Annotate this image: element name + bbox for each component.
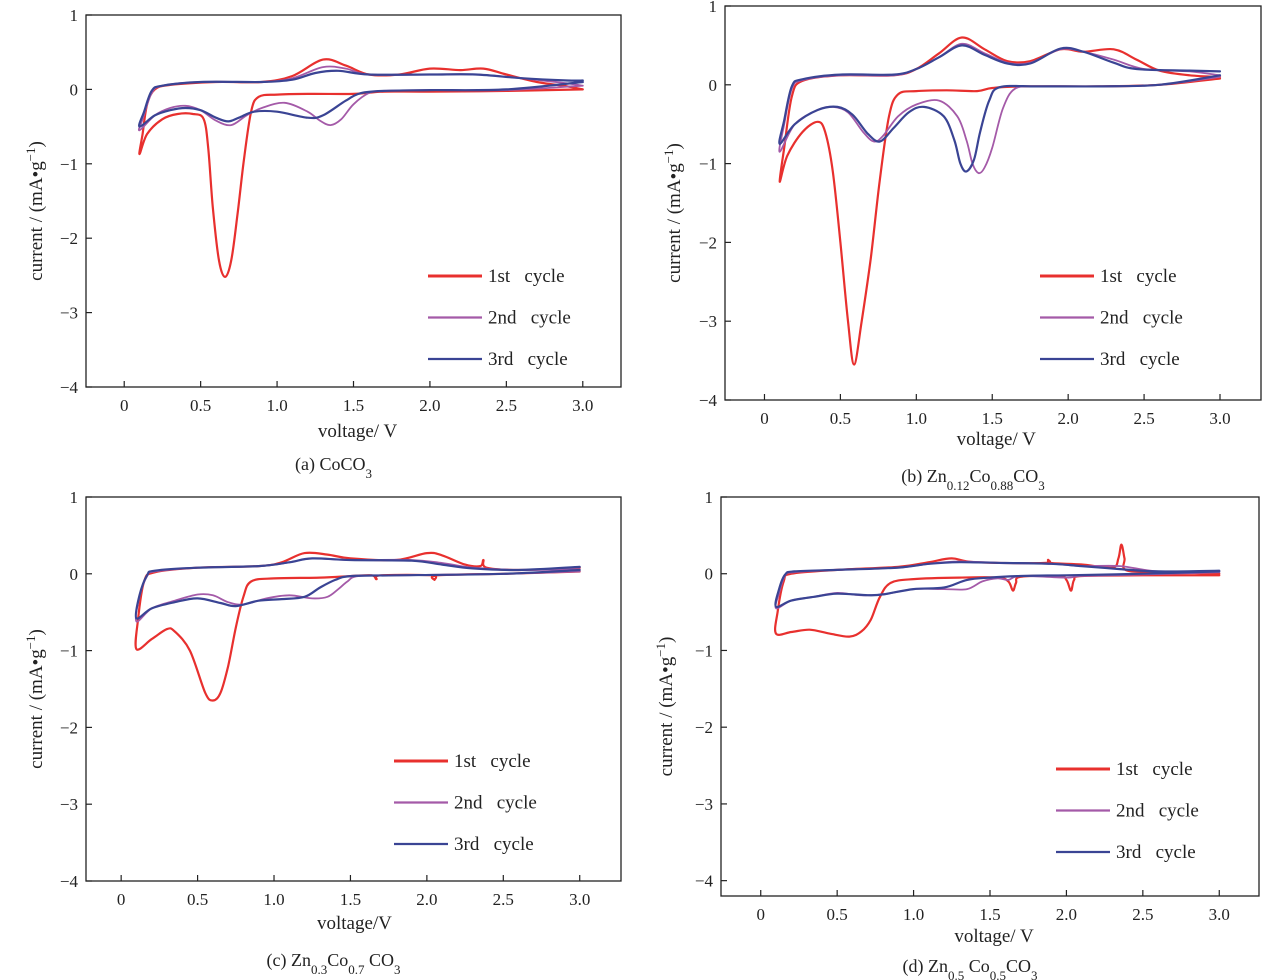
x-tick-label: 0 [120, 396, 129, 415]
panel-caption: (b) Zn0.12Co0.88CO3 [901, 466, 1045, 493]
x-tick-label: 0 [756, 905, 765, 924]
y-tick-label: −4 [60, 872, 79, 891]
legend-label: 2nd cycle [488, 308, 571, 329]
y-tick-label: 0 [70, 80, 79, 99]
legend-label: 2nd cycle [1116, 801, 1199, 822]
legend-label: 3rd cycle [488, 349, 568, 370]
y-tick-label: 0 [70, 565, 79, 584]
y-tick-label: 1 [709, 0, 718, 16]
y-tick-label: 1 [70, 6, 79, 25]
y-tick-label: −4 [60, 378, 79, 397]
y-tick-label: −1 [695, 641, 713, 660]
x-axis-title: voltage/V [317, 913, 392, 934]
x-tick-label: 3.0 [569, 890, 590, 909]
series-line-1 [773, 543, 1221, 638]
x-tick-label: 0 [117, 890, 126, 909]
legend-label: 2nd cycle [1100, 308, 1183, 329]
x-tick-label: 1.0 [263, 890, 284, 909]
y-tick-label: 0 [709, 76, 718, 95]
x-tick-label: 2.0 [416, 890, 437, 909]
legend-label: 3rd cycle [1116, 842, 1196, 863]
y-axis-title: current / (mA•g−1) [23, 629, 48, 769]
x-tick-label: 2.5 [1132, 905, 1153, 924]
series-line-3 [137, 69, 584, 128]
y-tick-label: −2 [699, 233, 717, 252]
series-line-3 [774, 561, 1221, 609]
series-line-2 [137, 65, 584, 132]
y-axis-title: current / (mA•g−1) [23, 141, 48, 281]
x-tick-label: 1.5 [982, 409, 1003, 428]
panel-caption: (c) Zn0.3Co0.7 CO3 [266, 950, 400, 977]
x-tick-label: 2.0 [1056, 905, 1077, 924]
series-line-3 [778, 44, 1222, 173]
x-tick-label: 1.0 [903, 905, 924, 924]
x-tick-label: 3.0 [1209, 905, 1230, 924]
x-axis-title: voltage/ V [954, 926, 1034, 947]
y-tick-label: −4 [699, 391, 718, 410]
x-tick-label: 0.5 [830, 409, 851, 428]
panel-caption: (d) Zn0.5 Co0.5CO3 [902, 956, 1037, 980]
panel-caption: (a) CoCO3 [295, 454, 372, 481]
y-axis-title: current / (mA•g−1) [653, 637, 678, 777]
y-tick-label: −3 [60, 304, 78, 323]
plot-frame [724, 5, 1262, 401]
y-tick-label: −2 [60, 718, 78, 737]
panel-b: 1 0 −1 −2 −3 −4 0 0.5 1.0 1.5 2.0 2.5 3.0 voltage/ V c… [661, 0, 1262, 493]
series-line-1 [138, 58, 584, 278]
y-tick-label: 1 [70, 488, 79, 507]
y-tick-label: −4 [695, 872, 714, 891]
panel-d: 1 0 −1 −2 −3 −4 0 0.5 1.0 1.5 2.0 2.5 3.0 voltage/ V c… [653, 488, 1260, 980]
plot-frame [85, 496, 622, 882]
legend-label: 1st cycle [1116, 759, 1193, 780]
plot-frame [720, 496, 1260, 897]
x-tick-label: 1.5 [340, 890, 361, 909]
x-axis-title: voltage/ V [957, 429, 1037, 450]
x-tick-label: 3.0 [572, 396, 593, 415]
x-tick-label: 1.5 [343, 396, 364, 415]
x-tick-label: 2.5 [496, 396, 517, 415]
y-tick-label: −2 [60, 229, 78, 248]
x-tick-label: 0.5 [827, 905, 848, 924]
y-tick-label: −3 [60, 795, 78, 814]
y-tick-label: −3 [695, 795, 713, 814]
x-tick-label: 2.0 [1058, 409, 1079, 428]
panel-c: 1 0 −1 −2 −3 −4 0 0.5 1.0 1.5 2.0 2.5 3.0 voltage/V cu… [23, 488, 622, 977]
y-axis-title: current / (mA•g−1) [661, 143, 686, 283]
legend-label: 1st cycle [454, 751, 531, 772]
y-tick-label: 0 [705, 565, 714, 584]
legend-label: 1st cycle [488, 266, 565, 287]
y-tick-label: 1 [705, 488, 714, 507]
legend-label: 3rd cycle [454, 834, 534, 855]
x-tick-label: 0.5 [187, 890, 208, 909]
x-tick-label: 1.5 [979, 905, 1000, 924]
y-tick-label: −1 [60, 642, 78, 661]
legend-label: 1st cycle [1100, 266, 1177, 287]
x-tick-label: 2.5 [493, 890, 514, 909]
x-tick-label: 1.0 [266, 396, 287, 415]
series-line-1 [134, 551, 581, 702]
y-tick-label: −2 [695, 718, 713, 737]
x-tick-label: 1.0 [906, 409, 927, 428]
panel-a: 1 0 −1 −2 −3 −4 0 0.5 1.0 1.5 2.0 2.5 3.0 voltage/ V c… [23, 6, 622, 481]
legend-label: 3rd cycle [1100, 349, 1180, 370]
y-tick-label: −1 [699, 155, 717, 174]
y-tick-label: −3 [699, 312, 717, 331]
x-axis-title: voltage/ V [318, 421, 398, 442]
x-tick-label: 0 [760, 409, 769, 428]
y-tick-label: −1 [60, 155, 78, 174]
series-line-3 [134, 557, 581, 620]
legend-label: 2nd cycle [454, 793, 537, 814]
x-tick-label: 3.0 [1209, 409, 1230, 428]
x-tick-label: 2.5 [1133, 409, 1154, 428]
x-tick-label: 0.5 [190, 396, 211, 415]
x-tick-label: 2.0 [419, 396, 440, 415]
